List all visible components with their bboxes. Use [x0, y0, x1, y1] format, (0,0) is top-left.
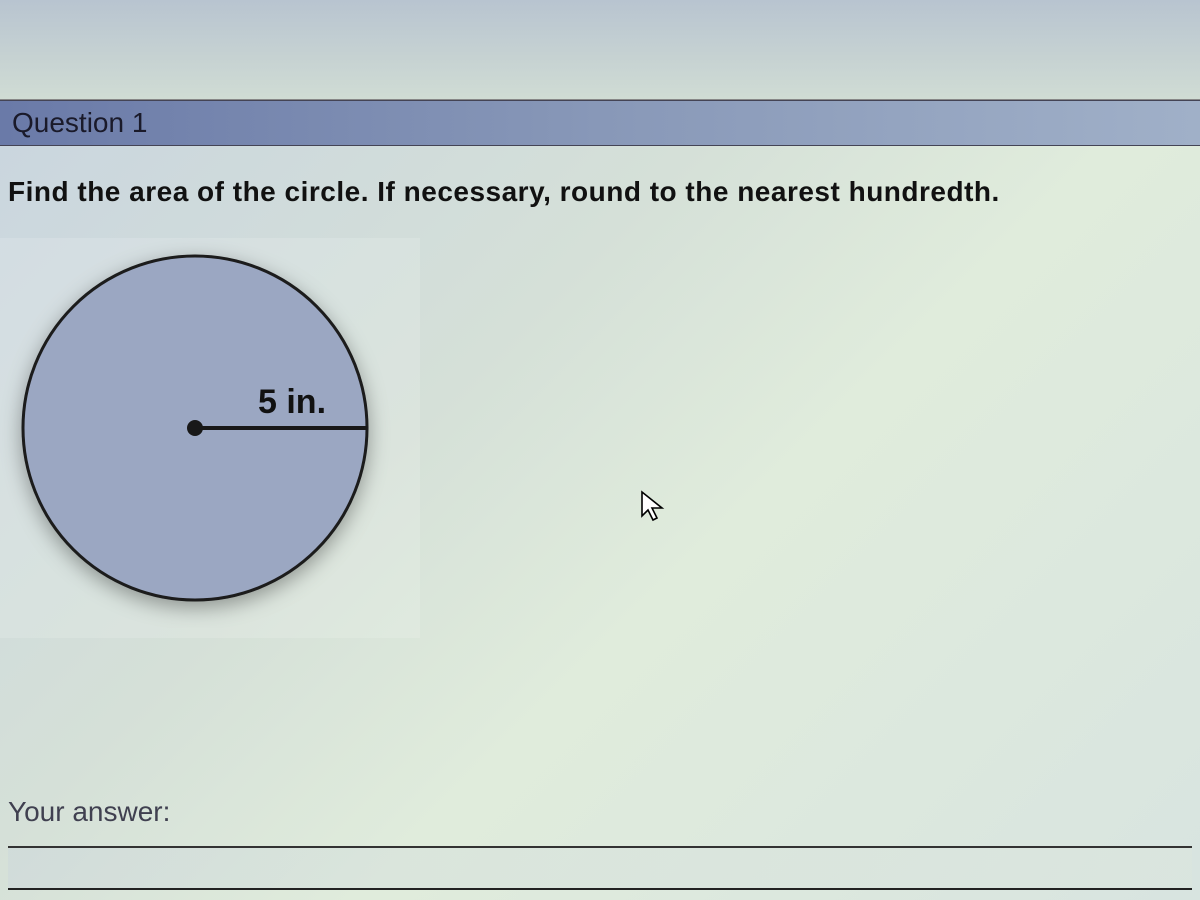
circle-diagram: 5 in.: [0, 238, 420, 638]
center-dot: [187, 420, 203, 436]
question-body: Find the area of the circle. If necessar…: [0, 146, 1200, 638]
answer-input[interactable]: [8, 846, 1192, 890]
question-prompt: Find the area of the circle. If necessar…: [8, 176, 1192, 208]
circle-svg: 5 in.: [0, 228, 420, 628]
radius-label: 5 in.: [258, 383, 326, 421]
question-header: Question 1: [0, 100, 1200, 146]
answer-area: Your answer:: [0, 796, 1200, 890]
answer-label: Your answer:: [8, 796, 1192, 828]
top-strip: [0, 0, 1200, 100]
cursor-icon: [640, 490, 668, 524]
